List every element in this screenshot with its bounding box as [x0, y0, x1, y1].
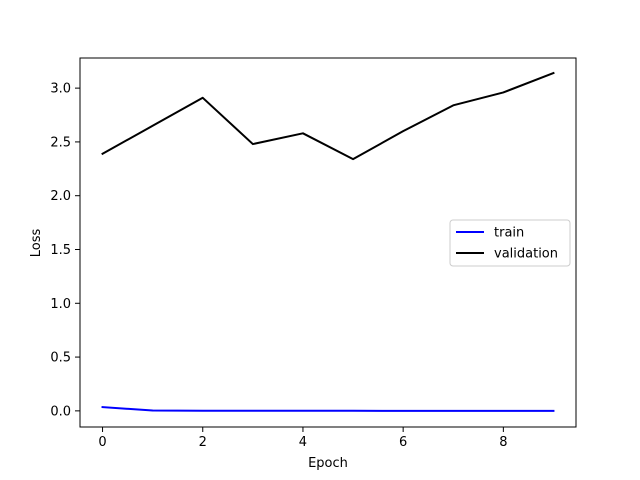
y-tick-label: 0.5: [50, 351, 71, 366]
x-tick-label: 6: [399, 435, 407, 450]
plot-frame: [79, 57, 577, 428]
x-tick-label: 8: [499, 435, 507, 450]
x-tick-label: 4: [299, 435, 307, 450]
x-tick-label: 0: [98, 435, 106, 450]
legend-label-train: train: [494, 226, 524, 241]
y-tick-label: 2.0: [50, 189, 71, 204]
y-tick-label: 2.5: [50, 135, 71, 150]
y-tick-label: 3.0: [50, 82, 71, 97]
x-tick-label: 2: [199, 435, 207, 450]
y-tick-label: 1.5: [50, 243, 71, 258]
y-tick-label: 0.0: [50, 404, 71, 419]
axes: 0 2 4 6 8 0.0 0.5 1.0 1.5 2.0 2.5 3.0: [50, 57, 577, 450]
legend-label-validation: validation: [494, 247, 558, 262]
plot-area: [101, 71, 555, 412]
legend: train validation: [449, 219, 571, 267]
y-tick-label: 1.0: [50, 297, 71, 312]
y-axis-label: Loss: [29, 229, 44, 258]
x-axis-label: Epoch: [308, 456, 348, 471]
series-line-validation: [101, 71, 555, 161]
series-line-train: [101, 406, 555, 412]
